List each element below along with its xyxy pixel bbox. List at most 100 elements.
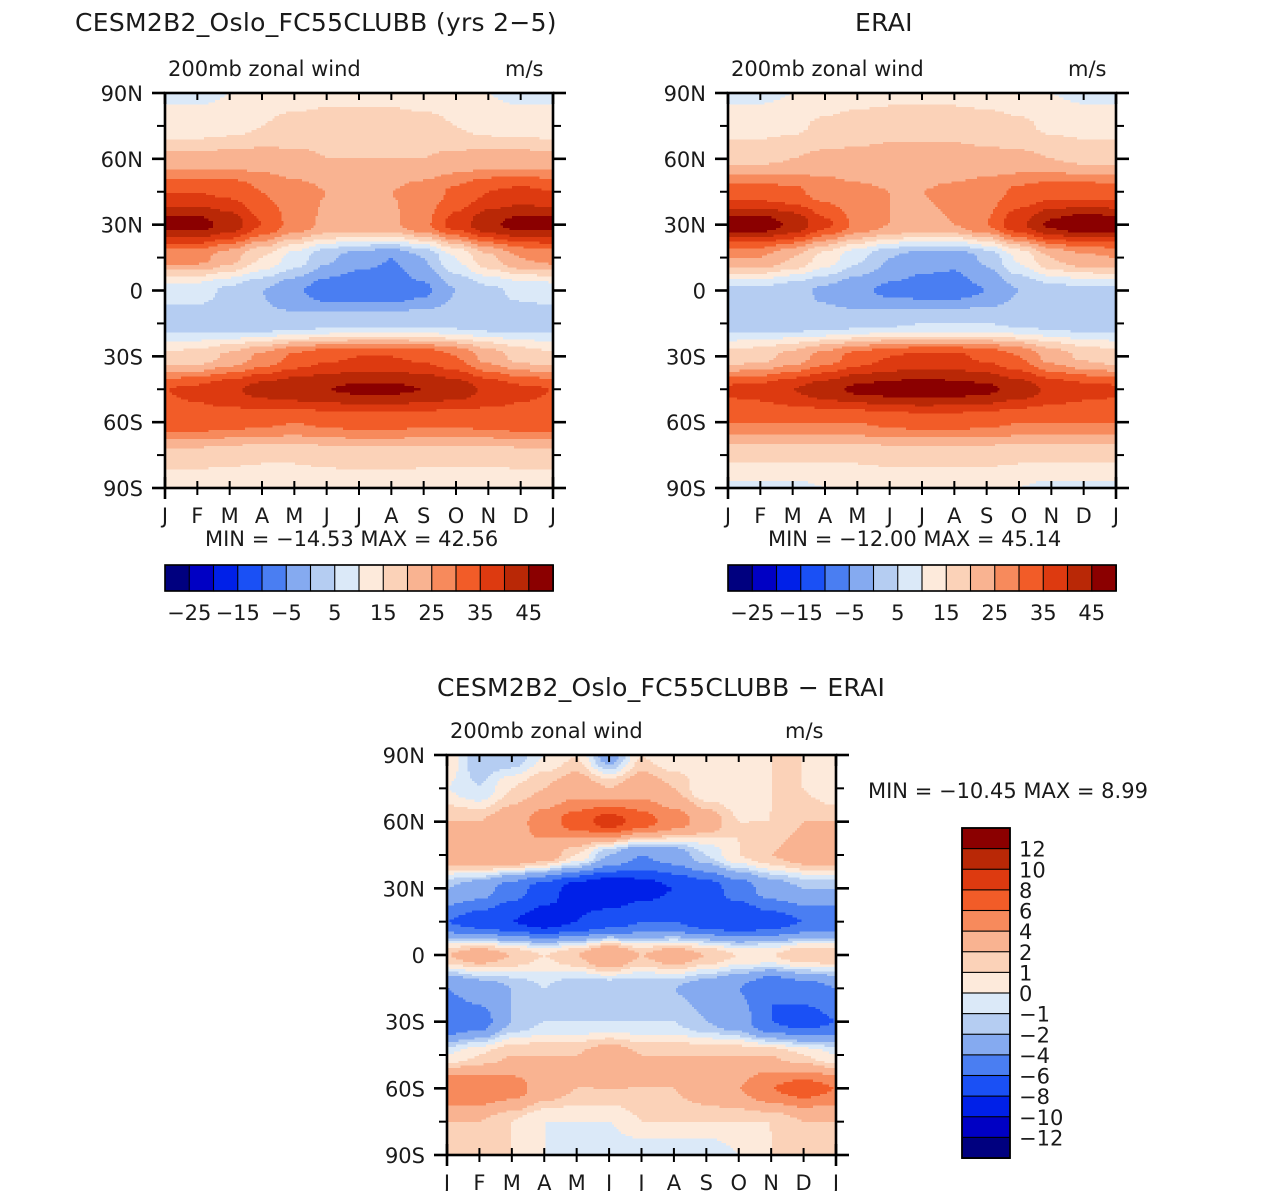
month-tick-label: J [604, 1171, 612, 1191]
colorbar-tick-label: −8 [1019, 1085, 1050, 1109]
colorbar-tick-label: 2 [1019, 941, 1032, 965]
colorbar-tick-label: −12 [1019, 1126, 1063, 1150]
colorbar-tick-label: 0 [1019, 982, 1032, 1006]
colorbar-tick-label: −25 [167, 601, 211, 625]
colorbar-tick-label: −5 [834, 601, 865, 625]
colorbar-tick-label: 45 [515, 601, 542, 625]
colorbar-tick-label: −1 [1019, 1003, 1050, 1027]
lat-tick-label: 90N [383, 744, 425, 768]
month-tick-label: A [947, 504, 962, 528]
month-tick-label: O [1011, 504, 1028, 528]
month-tick-label: D [513, 504, 529, 528]
month-tick-label: J [442, 1171, 450, 1191]
month-tick-label: A [667, 1171, 682, 1191]
month-tick-label: J [885, 504, 893, 528]
lat-tick-label: 90N [664, 82, 706, 106]
colorbar-tick-label: 35 [467, 601, 494, 625]
month-tick-label: O [448, 504, 465, 528]
colorbar-tick-label: 15 [370, 601, 397, 625]
lat-tick-label: 0 [412, 944, 425, 968]
panel-obs-minmax: MIN = −12.00 MAX = 45.14 [768, 527, 1062, 551]
month-tick-label: J [322, 504, 330, 528]
colorbar-tick-label: 25 [418, 601, 445, 625]
month-tick-label: M [221, 504, 239, 528]
colorbar-tick-label: 45 [1078, 601, 1105, 625]
colorbar-tick-label: 12 [1019, 838, 1046, 862]
panel-model-variable-label: 200mb zonal wind [168, 57, 361, 81]
lat-tick-label: 0 [693, 280, 706, 304]
lat-tick-label: 60S [385, 1077, 425, 1101]
month-tick-label: N [763, 1171, 779, 1191]
month-tick-label: J [723, 504, 731, 528]
colorbar-horizontal: −25 −15 −5 5 15 25 35 45 [727, 564, 1117, 625]
lat-tick-label: 0 [130, 280, 143, 304]
lat-tick-label: 30S [666, 345, 706, 369]
panel-diff-minmax: MIN = −10.45 MAX = 8.99 [868, 779, 1148, 803]
month-tick-label: M [503, 1171, 521, 1191]
month-tick-label: S [417, 504, 430, 528]
month-tick-label: D [1076, 504, 1092, 528]
month-tick-label: J [160, 504, 168, 528]
month-tick-label: J [354, 504, 362, 528]
month-tick-label: M [285, 504, 303, 528]
colorbar-tick-label: 4 [1019, 920, 1032, 944]
panel-obs-title: ERAI [855, 8, 913, 37]
colorbar-horizontal: −25 −15 −5 5 15 25 35 45 [164, 564, 554, 625]
month-tick-label: S [980, 504, 993, 528]
lat-tick-label: 60N [664, 148, 706, 172]
colorbar-tick-label: 1 [1019, 961, 1032, 985]
month-tick-label: A [255, 504, 270, 528]
month-tick-label: F [473, 1171, 485, 1191]
lat-tick-label: 30S [103, 345, 143, 369]
month-tick-label: A [818, 504, 833, 528]
month-tick-label: O [730, 1171, 747, 1191]
month-tick-label: J [917, 504, 925, 528]
month-tick-label: D [795, 1171, 811, 1191]
colorbar-tick-label: −15 [779, 601, 823, 625]
colorbar-tick-label: −4 [1019, 1044, 1050, 1068]
month-tick-label: J [636, 1171, 644, 1191]
lat-tick-label: 60N [101, 148, 143, 172]
colorbar-tick-label: 5 [328, 601, 341, 625]
panel-diff-title: CESM2B2_Oslo_FC55CLUBB − ERAI [437, 673, 886, 702]
lat-tick-label: 30N [101, 214, 143, 238]
colorbar-tick-label: 35 [1030, 601, 1057, 625]
lat-tick-label: 60N [383, 811, 425, 835]
lat-tick-label: 90S [103, 477, 143, 501]
panel-obs-variable-label: 200mb zonal wind [731, 57, 924, 81]
colorbar-tick-label: 6 [1019, 900, 1032, 924]
month-tick-label: F [754, 504, 766, 528]
month-tick-label: A [384, 504, 399, 528]
panel-model-title: CESM2B2_Oslo_FC55CLUBB (yrs 2−5) [75, 8, 557, 37]
month-tick-label: M [784, 504, 802, 528]
month-tick-label: F [191, 504, 203, 528]
lat-tick-label: 90N [101, 82, 143, 106]
colorbar-tick-label: −10 [1019, 1106, 1063, 1130]
month-tick-label: J [1111, 504, 1119, 528]
month-tick-label: N [480, 504, 496, 528]
colorbar-tick-label: 25 [981, 601, 1008, 625]
colorbar-tick-label: −6 [1019, 1065, 1050, 1089]
colorbar-tick-label: 5 [891, 601, 904, 625]
month-tick-label: M [848, 504, 866, 528]
panel-diff-variable-label: 200mb zonal wind [450, 719, 643, 743]
panel-model-minmax: MIN = −14.53 MAX = 42.56 [205, 527, 499, 551]
month-tick-label: A [537, 1171, 552, 1191]
month-tick-label: N [1043, 504, 1059, 528]
lat-tick-label: 60S [103, 411, 143, 435]
panel-diff-units-label: m/s [785, 719, 824, 743]
colorbar-tick-label: −2 [1019, 1023, 1050, 1047]
colorbar-tick-label: −25 [730, 601, 774, 625]
lat-tick-label: 30N [664, 214, 706, 238]
panel-model-units-label: m/s [505, 57, 544, 81]
month-tick-label: M [568, 1171, 586, 1191]
colorbar-tick-label: 15 [933, 601, 960, 625]
panel-obs-units-label: m/s [1068, 57, 1107, 81]
month-tick-label: S [700, 1171, 713, 1191]
lat-tick-label: 30S [385, 1011, 425, 1035]
lat-tick-label: 90S [666, 477, 706, 501]
month-tick-label: J [831, 1171, 839, 1191]
month-tick-label: J [548, 504, 556, 528]
colorbar-tick-label: 8 [1019, 879, 1032, 903]
